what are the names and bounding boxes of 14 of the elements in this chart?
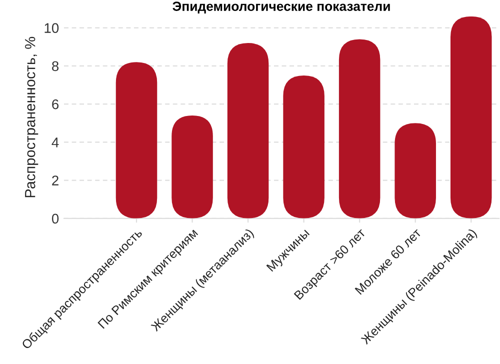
bar — [116, 62, 158, 218]
y-axis-title: Распространенность, % — [24, 36, 38, 198]
bar — [338, 39, 380, 218]
bar — [450, 16, 492, 218]
bar — [172, 115, 213, 218]
y-tick-label: 2 — [52, 176, 58, 186]
y-tick-label: 4 — [52, 138, 59, 148]
chart-title: Эпидемиологические показатели — [172, 2, 390, 14]
bar — [227, 43, 269, 218]
y-tick-label: 0 — [52, 214, 59, 224]
y-tick-label: 6 — [52, 99, 59, 110]
y-tick-label: 10 — [44, 23, 59, 33]
y-tick-label: 8 — [52, 61, 59, 72]
bar — [283, 75, 324, 218]
